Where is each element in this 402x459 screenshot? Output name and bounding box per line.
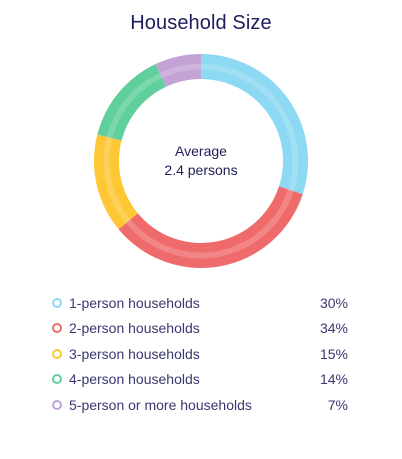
legend-label: 3-person households [69,345,200,362]
donut-slice-3 [93,134,138,230]
legend-marker-icon [52,399,62,410]
chart-title: Household Size [130,12,272,34]
legend-item: 1-person households 30% [52,290,348,316]
legend-marker-icon [52,348,62,359]
donut-slice-4 [97,64,167,141]
legend-item: 5-person or more households 7% [52,392,348,418]
center-value: 2.4 persons [164,162,238,178]
legend: 1-person households 30% 2-person household… [52,290,348,418]
legend-marker-icon [52,297,62,308]
legend-value: 14% [319,371,348,388]
legend-value: 7% [327,396,348,413]
donut-slice-2 [118,186,303,268]
donut-slice-5 [155,54,201,87]
legend-marker-icon [52,374,62,385]
legend-value: 34% [319,320,348,337]
legend-label: 5-person or more households [69,396,252,413]
donut-svg [93,54,308,268]
legend-value: 15% [319,345,348,362]
donut-chart: Average 2.4 persons [90,50,312,272]
legend-marker-icon [52,323,62,334]
legend-value: 30% [319,294,348,311]
legend-item: 3-person households 15% [52,341,348,367]
center-label: Average [175,143,227,159]
donut-highlight [103,63,299,259]
legend-item: 4-person households 14% [52,367,348,393]
donut-center: Average 2.4 persons [90,50,312,272]
legend-label: 4-person households [69,371,200,388]
legend-label: 1-person households [69,294,200,311]
donut-slice-1 [201,54,308,195]
legend-label: 2-person households [69,320,200,337]
donut-slices [93,54,308,268]
legend-item: 2-person households 34% [52,316,348,342]
